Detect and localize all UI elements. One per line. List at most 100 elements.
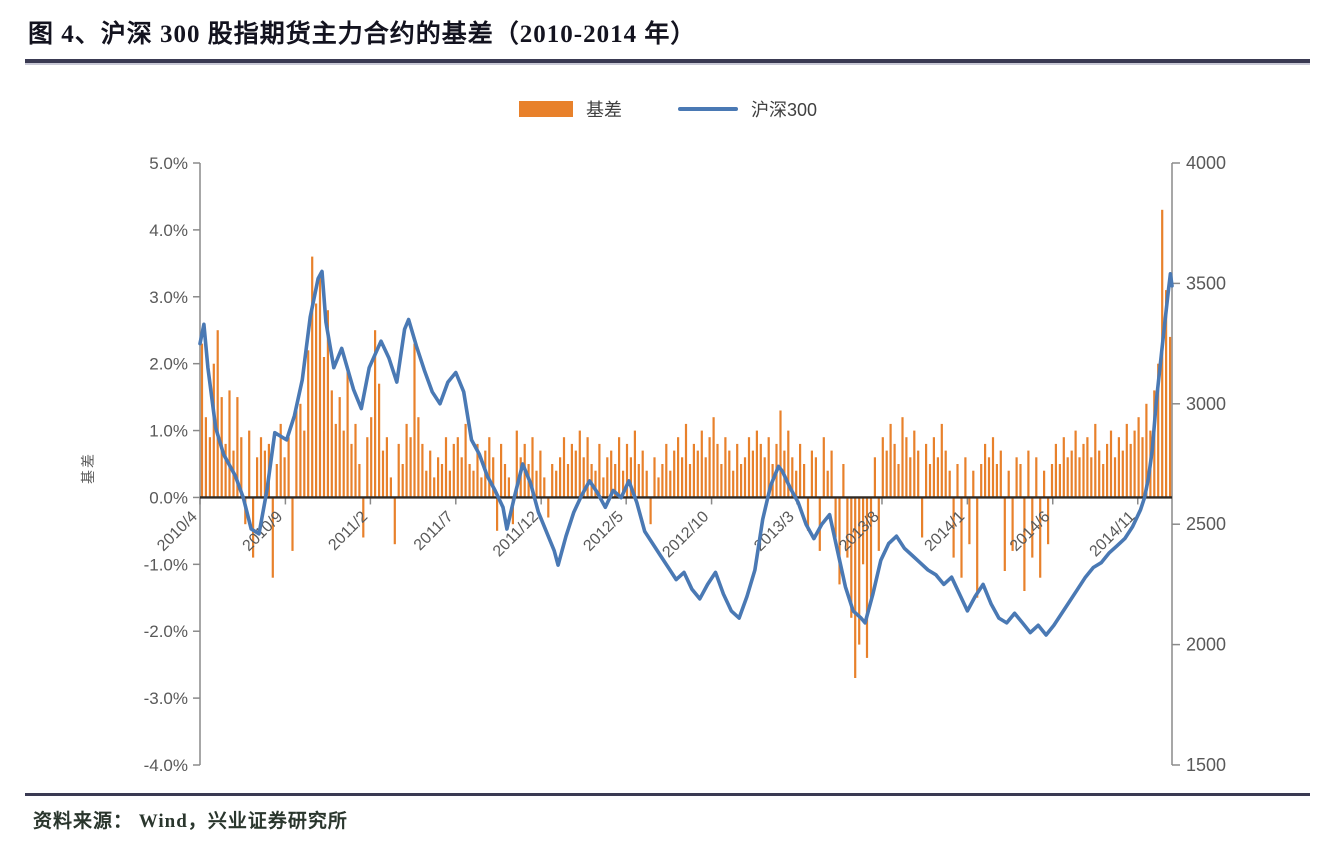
basis-bar bbox=[248, 430, 251, 498]
basis-bar bbox=[437, 457, 440, 498]
basis-bar bbox=[673, 450, 676, 498]
basis-bar bbox=[405, 423, 408, 498]
basis-bar bbox=[936, 457, 939, 498]
basis-bar bbox=[1035, 457, 1038, 498]
basis-bar bbox=[610, 450, 613, 498]
chart-legend: 基差 沪深300 bbox=[0, 94, 1336, 124]
basis-bar bbox=[688, 464, 692, 498]
basis-bar bbox=[1133, 430, 1136, 498]
basis-bar bbox=[366, 437, 369, 498]
basis-bar bbox=[602, 477, 605, 498]
title-rule bbox=[25, 59, 1310, 65]
basis-bar bbox=[362, 497, 365, 538]
basis-bar bbox=[468, 464, 471, 498]
basis-bar bbox=[1011, 497, 1014, 551]
basis-bar bbox=[287, 437, 290, 498]
left-axis-tick-label: 5.0% bbox=[149, 154, 188, 173]
basis-bar bbox=[991, 437, 995, 498]
basis-bar bbox=[960, 497, 963, 578]
x-axis-tick-label: 2014/6 bbox=[1007, 508, 1054, 555]
basis-bar bbox=[684, 423, 688, 498]
basis-bar bbox=[559, 457, 562, 498]
basis-bar bbox=[1169, 336, 1172, 498]
basis-bar bbox=[500, 443, 503, 498]
basis-bar bbox=[799, 443, 802, 498]
left-axis-tick-label: 1.0% bbox=[149, 422, 188, 441]
basis-bar bbox=[1003, 497, 1006, 571]
basis-bar bbox=[806, 497, 810, 531]
basis-bar bbox=[743, 457, 747, 498]
basis-bar bbox=[889, 423, 892, 498]
x-axis-tick-label: 2011/2 bbox=[325, 508, 371, 554]
basis-bar bbox=[515, 430, 518, 498]
basis-bar bbox=[378, 383, 381, 498]
basis-bar bbox=[252, 497, 255, 558]
basis-bar bbox=[452, 443, 455, 498]
basis-bar bbox=[858, 497, 861, 645]
basis-bar bbox=[350, 443, 353, 498]
left-axis-tick-label: -4.0% bbox=[144, 756, 188, 775]
basis-bar bbox=[1106, 443, 1109, 498]
right-axis-tick-label: 1500 bbox=[1186, 755, 1226, 775]
basis-bar bbox=[535, 470, 538, 498]
basis-bar bbox=[873, 457, 876, 498]
basis-bar bbox=[338, 397, 341, 498]
basis-bars-series bbox=[200, 209, 1172, 678]
basis-bar bbox=[751, 450, 754, 498]
basis-bar bbox=[606, 457, 609, 498]
basis-bar bbox=[472, 470, 475, 498]
basis-bar bbox=[952, 497, 955, 558]
basis-bar bbox=[1157, 363, 1160, 498]
x-axis-tick-label: 2011/7 bbox=[411, 508, 457, 554]
basis-bar bbox=[964, 457, 967, 498]
basis-bar bbox=[299, 403, 302, 498]
left-axis-tick-label: 0.0% bbox=[149, 488, 188, 507]
left-axis-tick-label: 3.0% bbox=[149, 288, 188, 307]
basis-bar bbox=[1054, 443, 1057, 498]
right-axis-tick-label: 2000 bbox=[1186, 635, 1226, 655]
basis-bar bbox=[1047, 497, 1050, 545]
basis-bar bbox=[1098, 450, 1101, 498]
basis-bar bbox=[972, 470, 975, 498]
basis-bar bbox=[503, 464, 507, 498]
basis-bar bbox=[925, 443, 928, 498]
basis-bar bbox=[704, 457, 707, 498]
x-axis-tick-label: 2012/5 bbox=[580, 508, 627, 555]
basis-bar bbox=[228, 390, 231, 498]
basis-bar bbox=[956, 464, 959, 498]
basis-bar bbox=[555, 470, 558, 498]
basis-bar bbox=[295, 410, 298, 498]
csi300-line-series bbox=[198, 269, 1174, 637]
basis-bar bbox=[700, 430, 703, 498]
basis-bar bbox=[417, 417, 420, 498]
basis-bar bbox=[1007, 470, 1010, 498]
basis-bar bbox=[917, 450, 920, 498]
basis-bar bbox=[370, 417, 373, 498]
basis-bar bbox=[539, 450, 542, 498]
basis-bar bbox=[893, 443, 896, 498]
basis-bar bbox=[692, 443, 695, 498]
basis-bar bbox=[1129, 443, 1132, 498]
basis-bar bbox=[275, 464, 278, 498]
basis-bar bbox=[779, 410, 782, 498]
basis-bar bbox=[838, 497, 841, 585]
basis-bar bbox=[999, 450, 1002, 498]
basis-bar bbox=[921, 497, 924, 538]
basis-bar bbox=[1023, 497, 1026, 591]
basis-bar bbox=[716, 443, 719, 498]
basis-bar bbox=[932, 437, 935, 498]
basis-bar bbox=[381, 450, 385, 498]
basis-bar bbox=[385, 437, 388, 498]
basis-bar bbox=[464, 423, 467, 498]
basis-bar bbox=[263, 450, 266, 498]
basis-bar bbox=[826, 470, 829, 498]
basis-bar bbox=[1058, 464, 1061, 498]
basis-bar bbox=[1031, 497, 1034, 558]
basis-bar bbox=[401, 464, 404, 498]
basis-bar bbox=[354, 423, 357, 498]
basis-bar bbox=[1165, 290, 1168, 498]
basis-bar bbox=[562, 437, 566, 498]
basis-bar bbox=[869, 497, 873, 598]
legend-basis-swatch bbox=[518, 101, 573, 117]
